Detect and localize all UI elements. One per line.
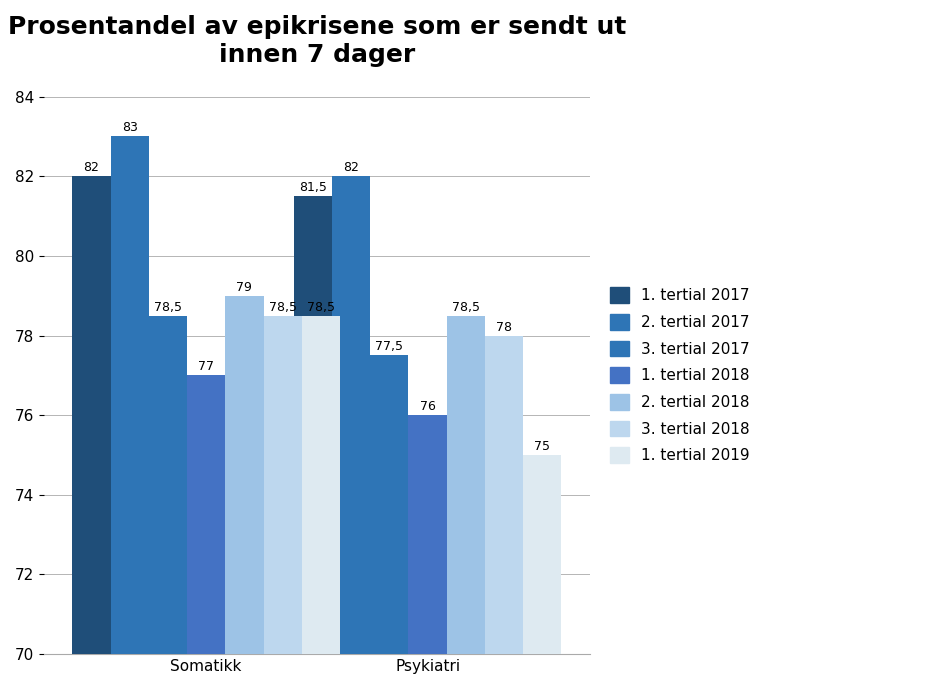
Text: 77,5: 77,5 — [376, 340, 403, 353]
Bar — [523, 455, 562, 689]
Text: 77: 77 — [198, 360, 214, 373]
Bar — [294, 196, 332, 689]
Text: 76: 76 — [420, 400, 435, 413]
Bar — [73, 176, 110, 689]
Text: 81,5: 81,5 — [299, 181, 327, 194]
Text: 82: 82 — [83, 161, 99, 174]
Text: 78,5: 78,5 — [307, 300, 335, 313]
Text: 78,5: 78,5 — [269, 300, 296, 313]
Text: 78: 78 — [497, 320, 512, 333]
Bar — [149, 316, 187, 689]
Bar — [485, 336, 523, 689]
Bar — [332, 176, 370, 689]
Text: 78,5: 78,5 — [452, 300, 480, 313]
Bar — [110, 136, 149, 689]
Text: 75: 75 — [534, 440, 550, 453]
Bar — [263, 316, 302, 689]
Legend: 1. tertial 2017, 2. tertial 2017, 3. tertial 2017, 1. tertial 2018, 2. tertial 2: 1. tertial 2017, 2. tertial 2017, 3. ter… — [603, 280, 757, 471]
Text: 82: 82 — [344, 161, 359, 174]
Bar — [226, 296, 263, 689]
Bar — [447, 316, 485, 689]
Bar — [187, 376, 226, 689]
Text: 78,5: 78,5 — [154, 300, 182, 313]
Bar — [302, 316, 340, 689]
Text: 83: 83 — [122, 121, 138, 134]
Bar — [409, 415, 447, 689]
Text: 79: 79 — [236, 280, 252, 294]
Bar — [370, 356, 409, 689]
Title: Prosentandel av epikrisene som er sendt ut
innen 7 dager: Prosentandel av epikrisene som er sendt … — [8, 15, 626, 67]
